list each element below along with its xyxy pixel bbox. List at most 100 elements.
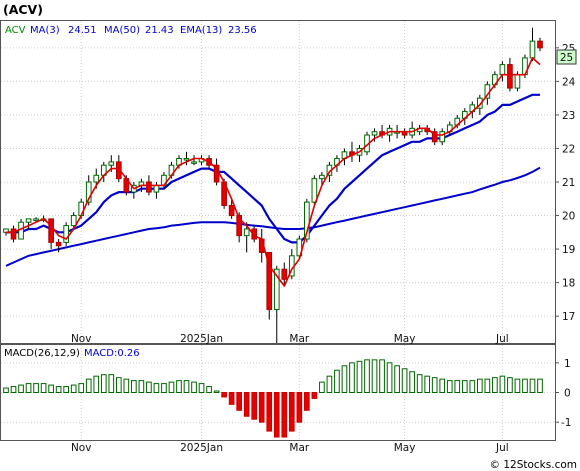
- candle-body: [191, 161, 197, 164]
- candle-body: [439, 131, 446, 143]
- month-label-macd: Jul: [495, 442, 509, 454]
- candle-body: [85, 181, 92, 203]
- macd-bar: [461, 380, 468, 393]
- macd-bar: [85, 378, 92, 393]
- candle-body: [514, 74, 521, 89]
- price-tick-label: 17: [562, 311, 575, 323]
- macd-bar: [334, 369, 340, 393]
- macd-bar: [228, 392, 235, 405]
- macd-bar: [198, 383, 205, 393]
- macd-bar: [168, 381, 175, 393]
- price-legend: ACV MA(3) 24.51 MA(50) 21.43 EMA(13) 23.…: [5, 25, 257, 36]
- macd-bar: [55, 386, 62, 393]
- macd-tick-label: 0: [564, 388, 571, 400]
- macd-bar: [416, 374, 423, 393]
- macd-bar: [25, 383, 32, 393]
- ma3-line: [6, 57, 541, 287]
- price-tick-label: 23: [562, 110, 575, 122]
- ma3-layer: [6, 57, 541, 287]
- macd-bar: [492, 377, 498, 393]
- macd-bar: [364, 359, 370, 393]
- macd-bar: [161, 383, 167, 393]
- macd-bar: [191, 381, 197, 393]
- macd-bar: [78, 383, 85, 393]
- macd-bar: [243, 392, 250, 417]
- legend-symbol: ACV: [5, 25, 26, 36]
- legend-ma50-label: MA(50): [104, 25, 140, 36]
- candle-body: [529, 40, 536, 59]
- macd-bar: [251, 392, 258, 420]
- last-price-tag: [556, 49, 577, 65]
- price-tick-label: 19: [562, 244, 575, 256]
- macd-bar: [522, 378, 528, 393]
- macd-bar: [507, 377, 513, 393]
- macd-bar: [146, 381, 152, 393]
- chart-title: (ACV): [3, 2, 43, 17]
- macd-bar: [476, 378, 483, 393]
- candle-body: [296, 238, 303, 257]
- candle-body: [507, 64, 513, 89]
- candle-body: [281, 268, 288, 280]
- candle-body: [499, 64, 506, 76]
- candle-body: [311, 178, 318, 203]
- candle-body: [48, 218, 54, 243]
- ma50-layer: [5, 166, 541, 267]
- macd-bar: [131, 380, 137, 393]
- candle-body: [251, 228, 258, 240]
- candle-body: [108, 161, 115, 166]
- macd-bar: [454, 380, 461, 393]
- macd-bar: [356, 360, 363, 393]
- macd-bar: [93, 375, 100, 393]
- macd-bar: [537, 378, 543, 393]
- macd-bar: [176, 380, 182, 393]
- macd-bar: [341, 365, 348, 393]
- macd-bar: [206, 386, 212, 393]
- legend-ema13-label: EMA(13): [180, 25, 222, 36]
- candle-body: [93, 174, 100, 183]
- ema13-line: [6, 93, 540, 244]
- macd-bar: [33, 383, 39, 393]
- candle-body: [304, 201, 310, 240]
- candle-body: [183, 158, 190, 161]
- month-label-macd: May: [394, 442, 416, 454]
- candle-body: [236, 215, 242, 237]
- macd-bar: [115, 377, 122, 393]
- macd-bar: [40, 383, 47, 393]
- macd-bar: [281, 392, 288, 438]
- candle-body: [70, 215, 77, 227]
- macd-bar: [439, 378, 446, 393]
- macd-bar: [484, 378, 491, 393]
- price-tick-label: 22: [562, 143, 575, 155]
- month-label-macd: Nov: [71, 442, 92, 454]
- macd-bar: [213, 390, 220, 393]
- macd-bar: [379, 359, 385, 393]
- macd-bar: [183, 380, 190, 393]
- macd-bar: [446, 380, 453, 393]
- macd-bar: [100, 374, 107, 393]
- macd-bar: [349, 362, 355, 393]
- macd-bar: [18, 384, 24, 393]
- macd-histogram: [3, 359, 543, 438]
- ma50-line: [5, 166, 541, 267]
- candle-body: [228, 204, 235, 217]
- candle-body: [146, 181, 152, 193]
- macd-bar: [63, 386, 70, 393]
- y-axis-ticks: 17 18 19 20 21 22 23 24 25 1 0 -1: [555, 43, 576, 429]
- month-label-macd: Mar: [289, 442, 309, 454]
- macd-bar: [153, 383, 160, 393]
- macd-bar: [401, 368, 408, 393]
- macd-bar: [424, 375, 431, 393]
- macd-bar: [236, 392, 242, 411]
- candle-body: [18, 221, 24, 240]
- macd-tick-label: 1: [564, 358, 571, 370]
- candle-body: [476, 97, 483, 109]
- macd-value-label: MACD:0.26: [84, 348, 140, 359]
- candle-body: [243, 228, 250, 237]
- macd-bar: [48, 384, 54, 393]
- legend-ma3-value: 24.51: [68, 25, 97, 36]
- month-label-price: Jul: [495, 333, 509, 345]
- watermark: © 12Stocks.com: [490, 459, 578, 471]
- macd-label: MACD(26,12,9): [4, 348, 80, 359]
- month-label-price: Nov: [71, 333, 92, 345]
- macd-bar: [10, 386, 17, 393]
